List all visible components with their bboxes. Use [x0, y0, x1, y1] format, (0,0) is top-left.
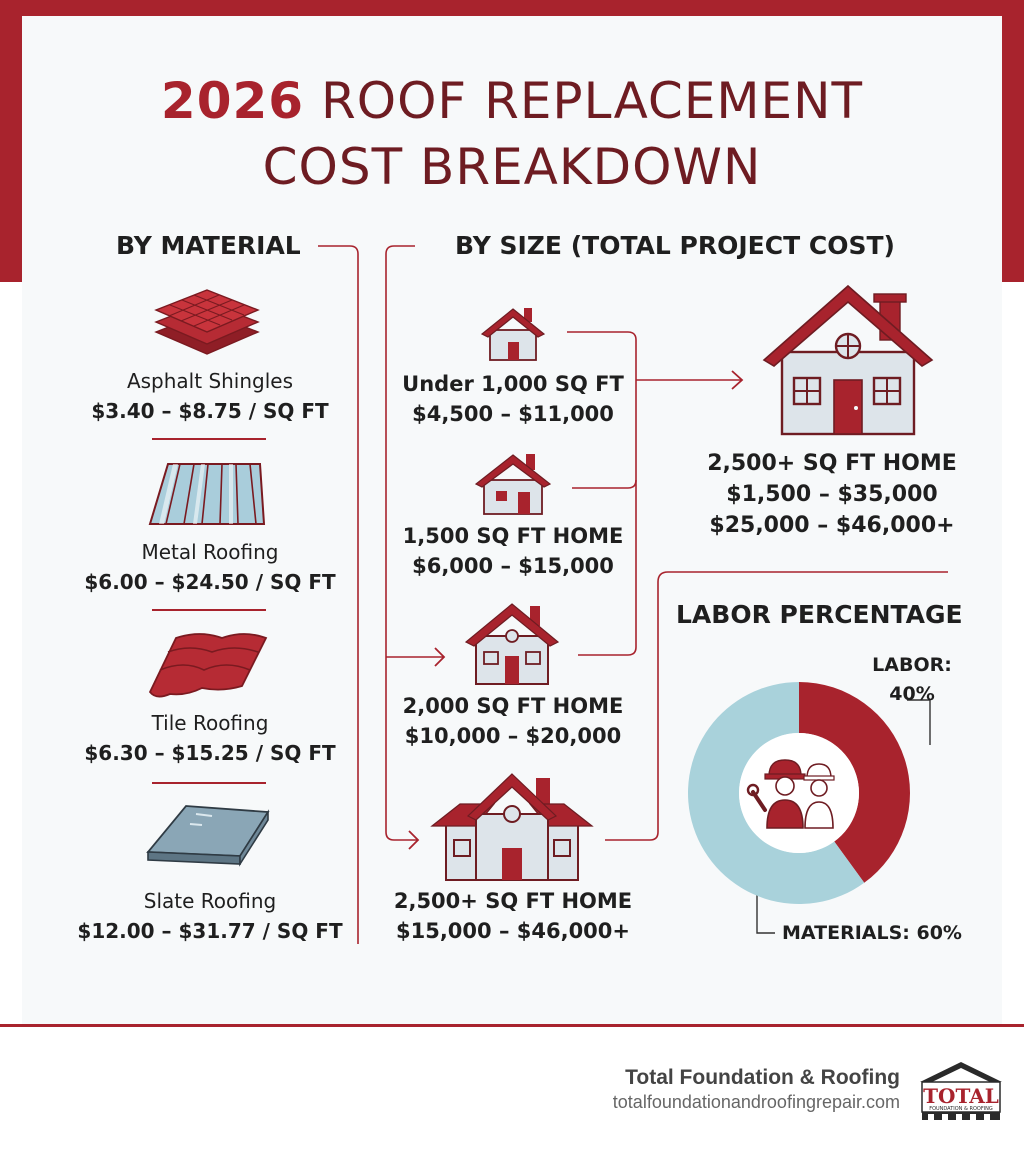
featured-size-label: 2,500+ SQ FT HOME: [707, 451, 957, 476]
footer: [0, 1027, 1024, 1154]
slate-roofing-icon: [146, 805, 270, 867]
company-name: Total Foundation & Roofing: [625, 1066, 900, 1089]
size-2000-price: $10,000 – $20,000: [404, 724, 622, 748]
size-2500-label: 2,500+ SQ FT HOME: [393, 889, 633, 913]
material-divider: [152, 609, 266, 611]
donut-slice-labor: [799, 682, 910, 883]
material-asphalt-name: Asphalt Shingles: [126, 369, 294, 393]
company-logo: TOTAL FOUNDATION & ROOFING: [920, 1062, 1002, 1120]
material-tile-price: $6.30 – $15.25 / SQ FT: [84, 741, 336, 765]
featured-price-line2: $25,000 – $46,000+: [709, 513, 955, 538]
page-title-line1: 2026 ROOF REPLACEMENT: [0, 72, 1024, 130]
title-year: 2026: [160, 72, 305, 130]
material-tile-name: Tile Roofing: [151, 711, 269, 735]
page-title-line2: COST BREAKDOWN: [262, 138, 762, 196]
footer-divider: [0, 1024, 1024, 1027]
size-2500-price: $15,000 – $46,000+: [395, 919, 630, 943]
metal-roofing-icon: [148, 463, 266, 525]
small-house-icon: [480, 308, 546, 361]
medium-house-icon: [464, 603, 560, 685]
by-size-heading: BY SIZE (TOTAL PROJECT COST): [455, 231, 895, 260]
asphalt-shingles-icon: [154, 289, 260, 355]
logo-subtext: FOUNDATION & ROOFING: [929, 1106, 993, 1112]
workers-icon: [746, 759, 835, 829]
labor-label: LABOR:: [872, 654, 952, 676]
title-line1-text: ROOF REPLACEMENT: [320, 72, 864, 130]
material-metal-price: $6.00 – $24.50 / SQ FT: [84, 570, 336, 594]
logo-word: TOTAL: [923, 1084, 999, 1108]
house-icon: [474, 454, 552, 515]
material-divider: [152, 782, 266, 784]
size-1500-label: 1,500 SQ FT HOME: [402, 524, 624, 548]
material-slate-name: Slate Roofing: [143, 889, 277, 913]
size-2000-label: 2,000 SQ FT HOME: [402, 694, 624, 718]
material-asphalt-price: $3.40 – $8.75 / SQ FT: [91, 399, 329, 423]
tile-roofing-icon: [148, 633, 268, 698]
size-under-1000-label: Under 1,000 SQ FT: [402, 372, 624, 396]
company-url[interactable]: totalfoundationandroofingrepair.com: [612, 1092, 900, 1112]
by-material-heading: BY MATERIAL: [116, 231, 301, 260]
size-under-1000-price: $4,500 – $11,000: [412, 402, 614, 426]
material-slate-price: $12.00 – $31.77 / SQ FT: [77, 919, 343, 943]
material-divider: [152, 438, 266, 440]
large-house-icon: [430, 773, 594, 881]
featured-price-line1: $1,500 – $35,000: [726, 482, 938, 507]
labor-value: 40%: [889, 683, 935, 705]
labor-percentage-heading: LABOR PERCENTAGE: [676, 600, 963, 629]
size-1500-price: $6,000 – $15,000: [412, 554, 614, 578]
material-metal-name: Metal Roofing: [141, 540, 279, 564]
donut-slice-materials: [688, 682, 865, 904]
materials-label: MATERIALS: 60%: [782, 922, 962, 944]
featured-large-house-icon: [762, 284, 934, 436]
